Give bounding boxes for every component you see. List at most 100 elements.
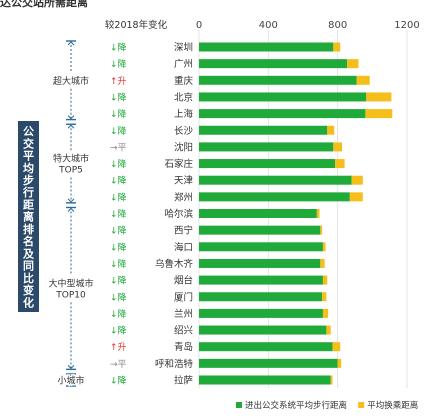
bracket-arrow xyxy=(67,207,75,212)
x-tick-label: 400 xyxy=(259,20,278,31)
bracket-arrow xyxy=(67,198,75,203)
bar-walk xyxy=(199,292,323,302)
category-label: 厦门 xyxy=(174,291,193,303)
side-title-char: 均 xyxy=(23,161,34,175)
group-label: 小城市 xyxy=(57,375,84,387)
category-label: 北京 xyxy=(174,91,193,103)
change-indicator: ↓降 xyxy=(110,325,127,337)
side-title-char: 变 xyxy=(23,283,34,297)
side-title-char: 步 xyxy=(23,173,34,187)
change-indicator: ↓降 xyxy=(110,208,127,220)
bar-transfer xyxy=(322,292,327,302)
bar-walk xyxy=(199,258,321,268)
bar-transfer xyxy=(337,358,342,368)
bar-transfer xyxy=(349,192,363,202)
legend-swatch-transfer xyxy=(358,402,365,408)
change-indicator: ↓降 xyxy=(110,58,127,70)
change-indicator: ↓降 xyxy=(110,225,127,237)
bar-walk xyxy=(199,42,334,52)
bracket-arrow xyxy=(67,115,75,120)
bar-transfer xyxy=(356,75,370,85)
group-bracket: 小城市 xyxy=(56,373,86,388)
change-indicator: ↓降 xyxy=(110,191,127,203)
page-title: 达公交站所需距离 xyxy=(0,0,88,9)
side-title-char: 距 xyxy=(23,198,34,211)
change-indicator: ↓降 xyxy=(110,108,127,120)
bar-walk xyxy=(199,92,367,102)
bar-transfer xyxy=(327,125,335,135)
side-title-char: 及 xyxy=(23,247,35,260)
category-label: 兰州 xyxy=(174,308,193,320)
legend-label: 进出公交系统平均步行距离 xyxy=(245,400,347,411)
bar-walk xyxy=(199,375,331,385)
category-label: 海口 xyxy=(174,241,193,253)
bar-transfer xyxy=(320,258,325,268)
bar-transfer xyxy=(366,92,392,102)
change-indicator: ↑升 xyxy=(110,342,127,353)
bar-walk xyxy=(199,109,366,119)
category-label: 呼和浩特 xyxy=(155,358,194,370)
change-indicator: ↓降 xyxy=(110,375,127,387)
side-title-char: 比 xyxy=(23,271,34,285)
group-bracket: 超大城市 xyxy=(51,40,91,121)
bar-transfer xyxy=(322,308,329,318)
category-label: 石家庄 xyxy=(164,158,193,170)
change-indicator: →平 xyxy=(110,142,127,153)
change-indicator: ↓降 xyxy=(110,291,127,303)
bar-walk xyxy=(199,125,328,135)
bar-transfer xyxy=(320,225,323,235)
side-title-char: 平 xyxy=(23,150,34,163)
change-indicator: ↓降 xyxy=(110,241,127,253)
group-label: TOP5 xyxy=(58,166,83,176)
bar-transfer xyxy=(347,59,359,69)
bar-walk xyxy=(199,242,323,252)
bar-transfer xyxy=(326,325,331,335)
bar-walk xyxy=(199,325,327,335)
change-indicator: ↓降 xyxy=(110,158,127,170)
category-label: 上海 xyxy=(174,108,194,120)
bar-transfer xyxy=(333,142,342,152)
category-label: 郑州 xyxy=(174,191,193,203)
bar-transfer xyxy=(322,242,326,252)
category-label: 青岛 xyxy=(174,341,193,353)
category-label: 乌鲁木齐 xyxy=(155,258,194,270)
bar-walk xyxy=(199,59,348,69)
change-indicator: ↓降 xyxy=(110,91,127,103)
bar-walk xyxy=(199,159,336,169)
category-label: 长沙 xyxy=(174,125,194,137)
bar-transfer xyxy=(351,175,363,185)
bar-transfer xyxy=(316,209,320,218)
side-title-char: 公 xyxy=(23,125,34,138)
bracket-arrow xyxy=(67,41,75,46)
bar-walk xyxy=(199,192,350,202)
group-label: 超大城市 xyxy=(53,75,89,87)
x-tick-label: 1200 xyxy=(394,20,419,31)
category-label: 哈尔滨 xyxy=(164,208,193,220)
bar-walk xyxy=(199,308,323,318)
category-label: 沈阳 xyxy=(174,141,193,153)
bracket-arrow xyxy=(67,124,75,129)
legend-label: 平均换乘距离 xyxy=(367,400,418,411)
bar-transfer xyxy=(365,109,393,119)
bar-walk xyxy=(199,175,352,185)
group-label: TOP10 xyxy=(55,290,86,300)
x-tick-label: 0 xyxy=(196,20,202,31)
side-title-char: 交 xyxy=(23,136,34,150)
category-label: 广州 xyxy=(174,58,193,70)
change-indicator: ↓降 xyxy=(110,258,127,270)
bar-transfer xyxy=(330,375,333,385)
group-label: 大中型城市 xyxy=(48,277,93,289)
side-title-char: 排 xyxy=(23,222,34,236)
bar-walk xyxy=(199,225,321,235)
side-title-box xyxy=(18,121,39,312)
category-label: 西宁 xyxy=(174,225,193,237)
side-title-char: 行 xyxy=(22,185,34,199)
bar-transfer xyxy=(335,159,345,169)
category-label: 烟台 xyxy=(174,275,193,287)
bracket-arrow xyxy=(67,364,75,370)
category-label: 绍兴 xyxy=(174,325,193,337)
bar-walk xyxy=(199,275,323,285)
side-title-char: 化 xyxy=(23,295,34,309)
